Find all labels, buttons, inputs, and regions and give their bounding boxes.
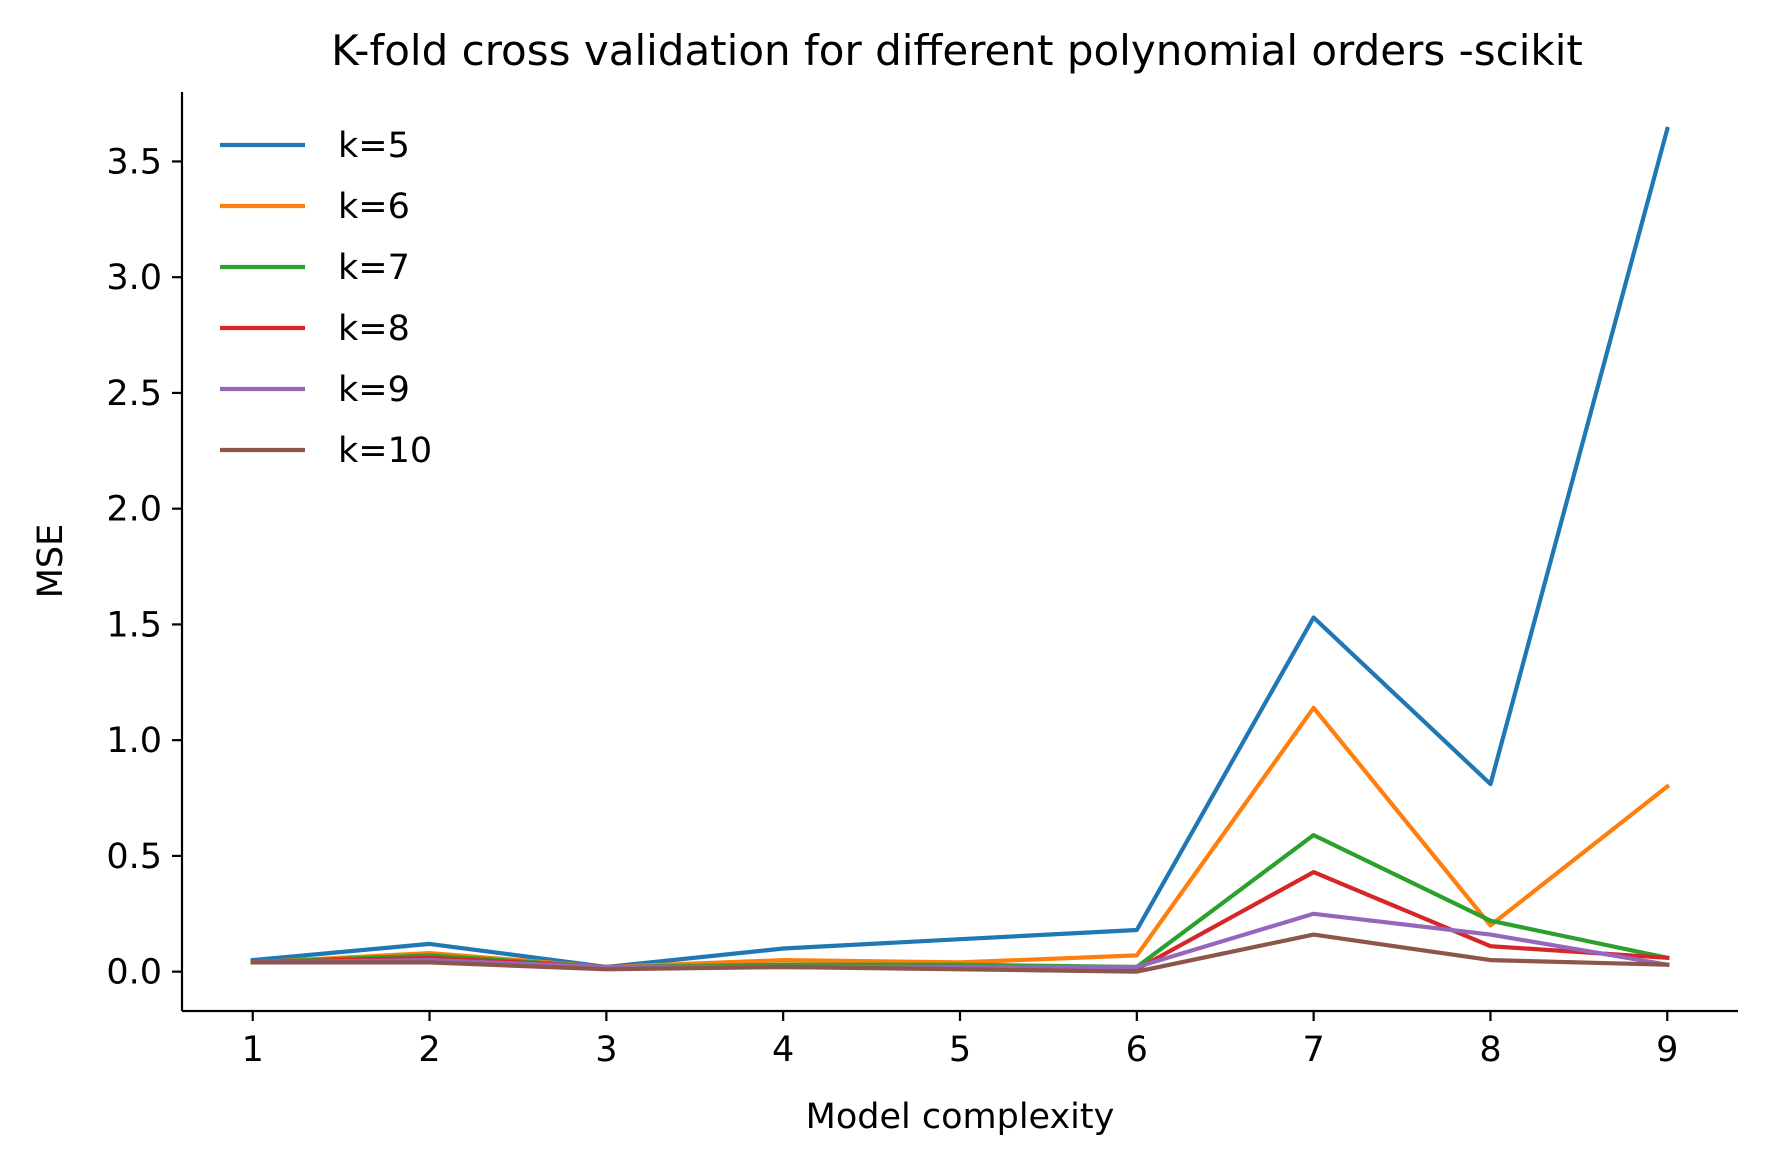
y-tick-label: 3.5 — [106, 142, 162, 182]
x-axis-ticks: 1 2 3 4 5 6 7 8 9 — [242, 1011, 1678, 1070]
y-tick-label: 0.0 — [106, 953, 162, 993]
legend-label: k=10 — [338, 431, 432, 471]
x-tick-label: 4 — [772, 1030, 794, 1070]
legend-label: k=8 — [338, 309, 410, 349]
x-tick-label: 3 — [595, 1030, 617, 1070]
y-tick-label: 2.0 — [106, 490, 162, 530]
x-tick-label: 5 — [949, 1030, 971, 1070]
series-line-k=5 — [250, 126, 1670, 970]
y-tick-label: 3.0 — [106, 258, 162, 298]
series-line-k=10 — [250, 932, 1670, 974]
x-tick-label: 9 — [1656, 1030, 1678, 1070]
y-tick-label: 1.0 — [106, 721, 162, 761]
y-tick-label: 2.5 — [106, 374, 162, 414]
legend: k=5 k=6 k=7 k=8 k=9 k=10 — [220, 126, 432, 471]
legend-label: k=7 — [338, 248, 410, 288]
y-axis-title: MSE — [31, 524, 71, 599]
x-tick-label: 1 — [242, 1030, 264, 1070]
legend-label: k=6 — [338, 187, 410, 227]
legend-label: k=9 — [338, 370, 410, 410]
y-tick-label: 1.5 — [106, 605, 162, 645]
y-tick-label: 0.5 — [106, 837, 162, 877]
legend-label: k=5 — [338, 126, 410, 166]
x-tick-label: 8 — [1479, 1030, 1501, 1070]
x-tick-label: 7 — [1302, 1030, 1324, 1070]
y-axis-ticks: 0.0 0.5 1.0 1.5 2.0 2.5 3.0 3.5 — [106, 142, 182, 993]
series-line-k=9 — [250, 911, 1670, 970]
x-axis-title: Model complexity — [806, 1097, 1115, 1137]
x-tick-label: 2 — [418, 1030, 440, 1070]
series-lines — [250, 126, 1671, 974]
x-tick-label: 6 — [1126, 1030, 1148, 1070]
chart-title: K-fold cross validation for different po… — [331, 26, 1583, 75]
